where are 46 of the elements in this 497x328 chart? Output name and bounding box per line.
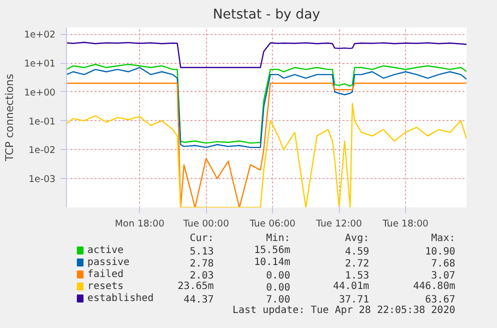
y-tick-label: 1e+00: [24, 87, 56, 98]
text: 4.59: [345, 246, 370, 258]
legend-label: established: [87, 293, 154, 304]
text: 37.71: [339, 294, 370, 306]
y-tick-label: 1e-02: [28, 145, 56, 156]
legend-label: failed: [87, 269, 124, 280]
text: 7.00: [266, 294, 290, 306]
legend-label: active: [87, 245, 124, 256]
x-tick-label: Tue 06:00: [248, 218, 296, 230]
legend-label: resets: [87, 281, 124, 292]
text: 2.78: [190, 258, 214, 270]
legend-label: passive: [87, 257, 130, 268]
text: 23.65m: [178, 281, 214, 292]
text: 1.53: [345, 270, 370, 282]
text: Min:: [266, 233, 290, 244]
text: 63.67: [425, 294, 456, 306]
text: 10.90: [425, 246, 456, 258]
y-tick-label: 1e+02: [24, 30, 56, 41]
x-tick-label: Tue 00:00: [182, 218, 230, 230]
text: 0.00: [266, 282, 290, 294]
text: 7.68: [431, 258, 456, 270]
x-tick-label: Tue 12:00: [315, 218, 362, 230]
y-tick-label: 1e-01: [28, 116, 56, 128]
text: 44.37: [184, 294, 214, 306]
y-tick-label: 1e+01: [24, 58, 56, 70]
x-tick-label: Mon 18:00: [114, 218, 164, 230]
y-tick-label: 1e-03: [28, 174, 56, 186]
text: Cur:: [190, 233, 214, 244]
chart-title: Netstat - by day: [212, 8, 320, 22]
text: 15.56m: [254, 245, 290, 256]
line-series: [66, 102, 466, 208]
text: 2.72: [345, 258, 370, 270]
x-tick-label: Tue 18:00: [382, 218, 429, 230]
text: 3.07: [431, 270, 456, 282]
line-series: [66, 42, 466, 68]
text: 44.01m: [332, 281, 370, 292]
text: Avg:: [345, 233, 370, 244]
y-axis-title: TCP connections: [3, 73, 16, 162]
text: 2.03: [190, 270, 214, 282]
line-series: [66, 82, 466, 208]
text: 5.13: [190, 246, 214, 258]
text: Max:: [431, 233, 456, 244]
text: 446.80m: [413, 281, 456, 292]
text: 0.00: [266, 270, 290, 282]
text: Last update: Tue Apr 28 22:05:38 2020: [232, 305, 456, 316]
text: 10.14m: [254, 257, 290, 268]
